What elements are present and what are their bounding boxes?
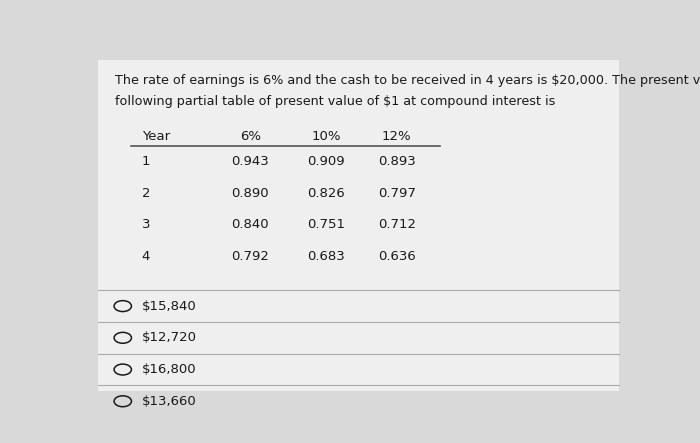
Text: 0.797: 0.797 [378,187,416,199]
Text: following partial table of present value of $1 at compound interest is: following partial table of present value… [115,95,555,109]
Text: 0.751: 0.751 [307,218,345,231]
Text: 0.712: 0.712 [378,218,416,231]
Text: 0.636: 0.636 [378,250,416,263]
Text: 1: 1 [141,155,150,168]
Text: 2: 2 [141,187,150,199]
Text: 0.893: 0.893 [378,155,416,168]
Text: 12%: 12% [382,130,412,143]
Text: 0.826: 0.826 [307,187,345,199]
Text: $15,840: $15,840 [141,299,197,313]
Text: $13,660: $13,660 [141,395,197,408]
Text: The rate of earnings is 6% and the cash to be received in 4 years is $20,000. Th: The rate of earnings is 6% and the cash … [115,74,700,87]
Text: 6%: 6% [239,130,260,143]
Text: 3: 3 [141,218,150,231]
Text: $12,720: $12,720 [141,331,197,344]
Text: $16,800: $16,800 [141,363,197,376]
Text: 0.683: 0.683 [307,250,345,263]
Text: 0.792: 0.792 [231,250,270,263]
FancyBboxPatch shape [98,60,619,391]
Text: Year: Year [141,130,170,143]
Text: 0.943: 0.943 [232,155,269,168]
Text: 4: 4 [141,250,150,263]
Text: 10%: 10% [312,130,341,143]
Text: 0.909: 0.909 [307,155,345,168]
Text: 0.840: 0.840 [232,218,269,231]
Text: 0.890: 0.890 [232,187,269,199]
